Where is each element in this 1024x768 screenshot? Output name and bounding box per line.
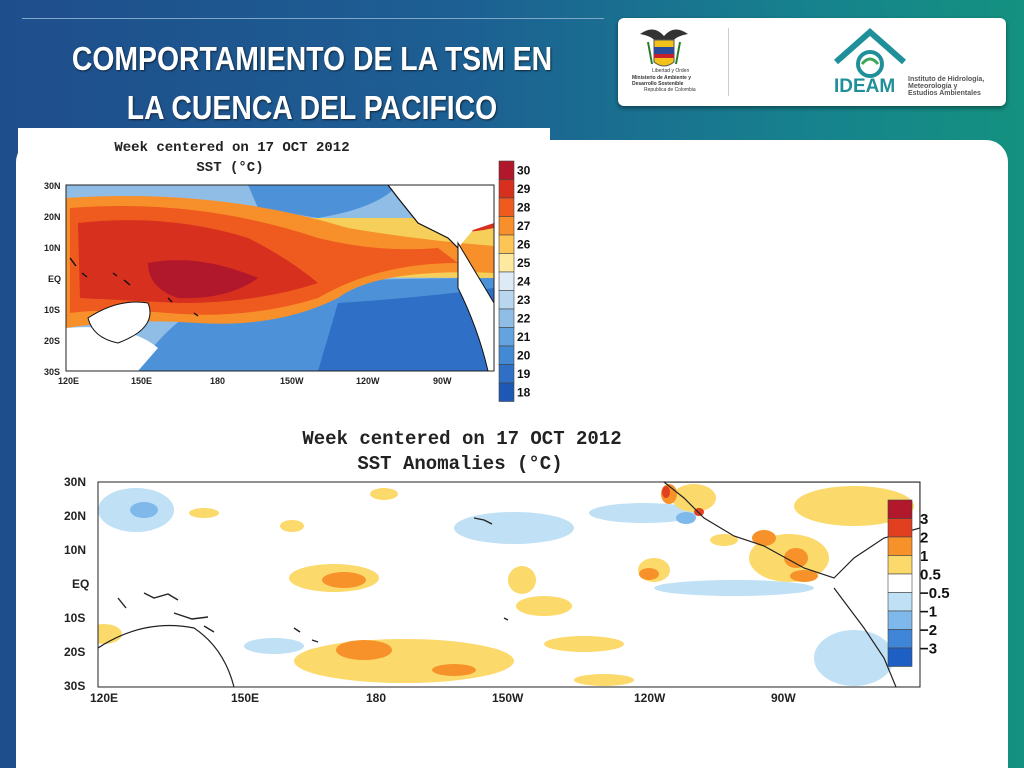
sst-lon-120w: 120W xyxy=(356,376,380,386)
sst-colorbar-swatch xyxy=(498,197,515,217)
sst-lon-180: 180 xyxy=(210,376,225,386)
sst-colorbar-swatch xyxy=(498,308,515,328)
sst-colorbar-swatch xyxy=(498,179,515,199)
sst-colorbar-swatch xyxy=(498,327,515,347)
ministerio-line-3: Desarrollo Sostenible xyxy=(632,81,684,87)
sst-colorbar-label: 24 xyxy=(517,274,531,288)
sst-colorbar: 30 29 28 27 26 25 24 23 22 21 20 19 18 xyxy=(498,160,531,402)
anomaly-colorbar-swatch xyxy=(887,629,913,649)
ideam-name: IDEAM xyxy=(834,76,895,97)
sst-colorbar-swatch xyxy=(498,345,515,365)
anomaly-map: Week centered on 17 OCT 2012 SST Anomali… xyxy=(44,418,980,716)
sst-colorbar-swatch xyxy=(498,160,515,180)
sst-lat-10n: 10N xyxy=(44,243,61,253)
sst-map: Week centered on 17 OCT 2012 SST (°C) xyxy=(18,128,550,406)
sst-colorbar-swatch xyxy=(498,271,515,291)
anomaly-colorbar-swatch xyxy=(887,647,913,667)
slide-title: COMPORTAMIENTO DE LA TSM EN LA CUENCA DE… xyxy=(61,34,563,132)
title-line-2: LA CUENCA DEL PACIFICO xyxy=(126,89,498,126)
anom-lat-30s: 30S xyxy=(64,679,85,693)
sst-map-graphic: 30N 20N 10N EQ 10S 20S 30S 120E 150E 180… xyxy=(44,160,531,402)
sst-colorbar-label: 28 xyxy=(517,200,531,214)
anom-lat-10s: 10S xyxy=(64,611,85,625)
anom-lon-180: 180 xyxy=(366,691,386,705)
anom-lon-120e: 120E xyxy=(90,691,118,705)
anom-lat-10n: 10N xyxy=(64,543,86,557)
anomaly-colorbar-swatch xyxy=(887,592,913,612)
anomaly-map-graphic: 30N 20N 10N EQ 10S 20S 30S 120E 150E 180… xyxy=(64,475,950,705)
anomaly-colorbar-swatch xyxy=(887,499,913,519)
sst-lon-90w: 90W xyxy=(433,376,452,386)
coat-of-arms-logo: Libertad y Orden Ministerio de Ambiente … xyxy=(632,29,696,93)
anomaly-colorbar-label: 2 xyxy=(920,529,928,546)
sst-colorbar-swatch xyxy=(498,216,515,236)
anomaly-map-title: Week centered on 17 OCT 2012 xyxy=(302,428,622,450)
anomaly-colorbar: 32 10.5 −0.5−1 −2−3 xyxy=(887,499,950,667)
logo-divider xyxy=(728,28,729,96)
sst-lon-150e: 150E xyxy=(131,376,152,386)
anomaly-colorbar-label: −3 xyxy=(920,640,937,657)
sst-lat-30s: 30S xyxy=(44,367,60,377)
sst-lat-10s: 10S xyxy=(44,305,60,315)
logo-bar: Libertad y Orden Ministerio de Ambiente … xyxy=(618,18,1006,106)
anom-lat-30n: 30N xyxy=(64,475,86,489)
sst-colorbar-label: 30 xyxy=(517,163,531,177)
anomaly-colorbar-label: 3 xyxy=(920,511,928,528)
sst-colorbar-swatch xyxy=(498,382,515,402)
anomaly-colorbar-label: −1 xyxy=(920,603,937,620)
ministerio-line-2: Ministerio de Ambiente y xyxy=(632,75,691,81)
anomaly-colorbar-swatch xyxy=(887,573,913,593)
sst-lon-120e: 120E xyxy=(58,376,79,386)
title-rule xyxy=(22,18,604,19)
sst-colorbar-label: 18 xyxy=(517,385,531,399)
anom-lon-120w: 120W xyxy=(634,691,666,705)
sst-colorbar-label: 26 xyxy=(517,237,531,251)
ideam-logo: IDEAM Instituto de Hidrología, Meteorolo… xyxy=(834,27,984,97)
sst-colorbar-label: 22 xyxy=(517,311,531,325)
sst-colorbar-label: 25 xyxy=(517,256,531,270)
anomaly-colorbar-swatch xyxy=(887,610,913,630)
anom-lat-20n: 20N xyxy=(64,509,86,523)
ministerio-line-1: Libertad y Orden xyxy=(652,68,689,74)
sst-colorbar-label: 27 xyxy=(517,219,531,233)
ideam-line-2: Meteorología y xyxy=(908,83,958,90)
sst-map-title: Week centered on 17 OCT 2012 xyxy=(114,140,350,156)
anom-lon-90w: 90W xyxy=(771,691,796,705)
sst-colorbar-label: 21 xyxy=(517,330,531,344)
anomaly-colorbar-swatch xyxy=(887,536,913,556)
ideam-line-1: Instituto de Hidrología, xyxy=(908,76,984,83)
anomaly-colorbar-swatch xyxy=(887,518,913,538)
sst-colorbar-swatch xyxy=(498,253,515,273)
sst-colorbar-swatch xyxy=(498,290,515,310)
anomaly-colorbar-label: −0.5 xyxy=(920,585,950,602)
sst-colorbar-label: 23 xyxy=(517,293,531,307)
anom-lon-150e: 150E xyxy=(231,691,259,705)
sst-colorbar-label: 29 xyxy=(517,182,531,196)
anomaly-colorbar-label: 0.5 xyxy=(920,566,941,583)
anom-lat-eq: EQ xyxy=(72,577,89,591)
sst-map-subtitle: SST (°C) xyxy=(196,160,264,176)
anomaly-colorbar-label: −2 xyxy=(920,622,937,639)
sst-lat-20n: 20N xyxy=(44,212,61,222)
sst-colorbar-label: 20 xyxy=(517,348,531,362)
anom-lat-20s: 20S xyxy=(64,645,85,659)
sst-lat-eq: EQ xyxy=(48,274,61,284)
sst-colorbar-label: 19 xyxy=(517,367,531,381)
anomaly-map-subtitle: SST Anomalies (°C) xyxy=(357,453,563,475)
title-line-1: COMPORTAMIENTO DE LA TSM EN xyxy=(71,40,553,77)
sst-lat-30n: 30N xyxy=(44,181,61,191)
sst-lat-20s: 20S xyxy=(44,336,60,346)
sst-colorbar-swatch xyxy=(498,364,515,384)
ideam-line-3: Estudios Ambientales xyxy=(908,90,981,97)
anom-lon-150w: 150W xyxy=(492,691,524,705)
sst-colorbar-swatch xyxy=(498,234,515,254)
anomaly-colorbar-label: 1 xyxy=(920,548,928,565)
sst-lon-150w: 150W xyxy=(280,376,304,386)
anomaly-colorbar-swatch xyxy=(887,555,913,575)
ministerio-line-4: Republica de Colombia xyxy=(644,87,696,93)
